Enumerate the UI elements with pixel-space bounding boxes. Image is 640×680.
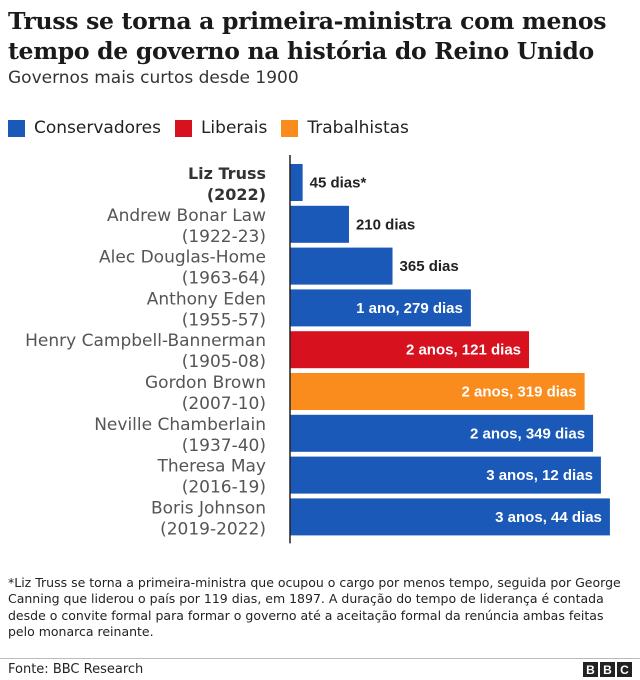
legend-swatch-trabalhistas — [281, 119, 299, 137]
category-name: Henry Campbell-Bannerman — [25, 331, 266, 351]
legend-item-conservadores: Conservadores — [8, 118, 161, 138]
bar — [290, 331, 530, 369]
source-note: Fonte: BBC Research — [8, 662, 144, 677]
category-years: (2019-2022) — [160, 519, 266, 539]
footnote: *Liz Truss se torna a primeira-ministra … — [8, 575, 621, 639]
bar — [290, 456, 601, 494]
value-label: 1 ano, 279 dias — [356, 300, 463, 317]
value-label: 2 anos, 349 dias — [470, 425, 585, 442]
category-name: Alec Douglas-Home — [99, 248, 266, 268]
legend-item-trabalhistas: Trabalhistas — [281, 118, 409, 138]
category-years: (1905-08) — [182, 352, 266, 372]
category-years: (2022) — [207, 185, 266, 204]
legend-swatch-conservadores — [8, 119, 25, 137]
bar — [290, 498, 610, 536]
bar-chart: 45 dias* Liz Truss (2022) 210 dias Andrew Bo… — [25, 155, 610, 544]
bar — [290, 247, 393, 285]
bar — [290, 205, 349, 243]
footer-divider — [0, 658, 640, 659]
category-name: Theresa May — [156, 457, 266, 477]
chart-subtitle: Governos mais curtos desde 1900 — [8, 68, 299, 88]
category-name: Neville Chamberlain — [94, 415, 266, 435]
value-label: 45 dias* — [310, 175, 367, 192]
value-label: 2 anos, 121 dias — [406, 342, 521, 359]
value-label: 3 anos, 12 dias — [486, 467, 593, 484]
category-name: Gordon Brown — [145, 373, 266, 393]
value-label: 2 anos, 319 dias — [462, 384, 577, 401]
bbc-logo-letter: C — [617, 662, 632, 677]
bar — [290, 164, 303, 201]
legend-label-conservadores: Conservadores — [34, 118, 161, 138]
category-name: Andrew Bonar Law — [107, 206, 266, 226]
category-years: (1963-64) — [182, 269, 266, 289]
category-name: Anthony Eden — [147, 289, 266, 309]
legend-label-trabalhistas: Trabalhistas — [307, 118, 409, 138]
legend-label-liberais: Liberais — [200, 118, 268, 138]
legend-swatch-liberais — [174, 119, 192, 137]
chart-title: Truss se torna a primeira-ministra com m… — [8, 7, 607, 65]
category-years: (2016-19) — [182, 478, 266, 498]
bbc-logo-letter: B — [583, 662, 598, 677]
legend: Conservadores Liberais Trabalhistas — [8, 118, 423, 138]
bar — [290, 373, 585, 410]
category-years: (1937-40) — [182, 436, 266, 456]
value-label: 210 dias — [356, 216, 415, 233]
category-name: Liz Truss — [188, 164, 266, 183]
category-years: (1955-57) — [182, 310, 266, 330]
legend-item-liberais: Liberais — [174, 118, 268, 138]
bbc-logo: B B C — [581, 662, 632, 677]
value-label: 3 anos, 44 dias — [495, 509, 602, 526]
bar — [290, 414, 594, 452]
category-name: Boris Johnson — [151, 498, 266, 518]
value-label: 365 dias — [400, 258, 459, 275]
category-years: (2007-10) — [182, 394, 266, 414]
bar — [290, 289, 471, 327]
category-years: (1922-23) — [182, 227, 266, 247]
bbc-logo-letter: B — [600, 662, 615, 677]
